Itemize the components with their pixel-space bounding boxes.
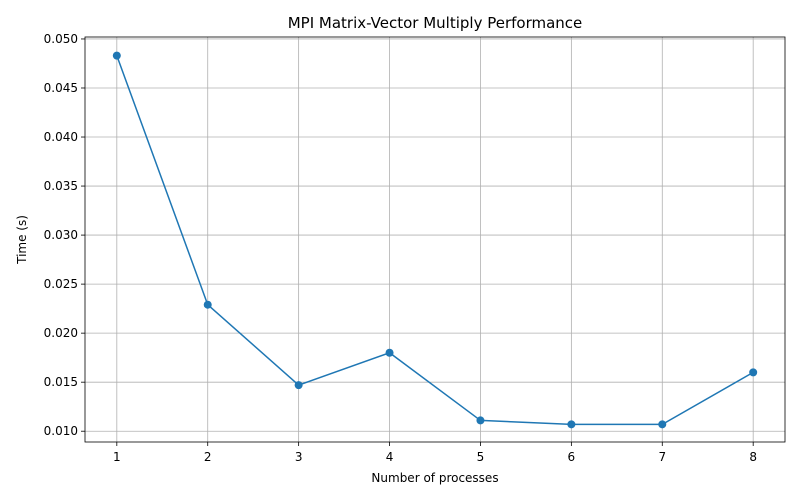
x-tick-label: 2 [204, 450, 212, 464]
y-tick-label: 0.045 [44, 81, 78, 95]
x-tick-label: 7 [658, 450, 666, 464]
x-tick-label: 6 [568, 450, 576, 464]
data-point [567, 420, 576, 429]
data-point [658, 420, 667, 429]
plot-frame [84, 36, 786, 443]
x-tick-label: 4 [386, 450, 394, 464]
y-axis-label: Time (s) [15, 215, 29, 265]
data-point [749, 368, 758, 377]
axis-ticks: 1 2 3 4 5 6 7 8 0.010 0.015 0.020 0.025 0.030 0.035 0.… [44, 32, 757, 464]
y-tick-label: 0.050 [44, 32, 78, 46]
data-series [112, 51, 758, 429]
series-line [116, 55, 754, 426]
y-tick-label: 0.015 [44, 375, 78, 389]
data-point [294, 381, 303, 390]
y-tick-label: 0.020 [44, 326, 78, 340]
x-axis-label: Number of processes [371, 471, 498, 485]
x-tick-label: 8 [749, 450, 757, 464]
data-point [385, 348, 394, 357]
grid [85, 37, 785, 442]
data-point [112, 51, 121, 60]
y-tick-label: 0.010 [44, 424, 78, 438]
y-tick-label: 0.040 [44, 130, 78, 144]
y-tick-label: 0.030 [44, 228, 78, 242]
x-tick-label: 3 [295, 450, 303, 464]
data-point [203, 300, 212, 309]
data-point [476, 416, 485, 425]
y-tick-label: 0.035 [44, 179, 78, 193]
x-tick-label: 1 [113, 450, 121, 464]
y-tick-label: 0.025 [44, 277, 78, 291]
x-tick-label: 5 [477, 450, 485, 464]
chart-title: MPI Matrix-Vector Multiply Performance [288, 14, 583, 32]
